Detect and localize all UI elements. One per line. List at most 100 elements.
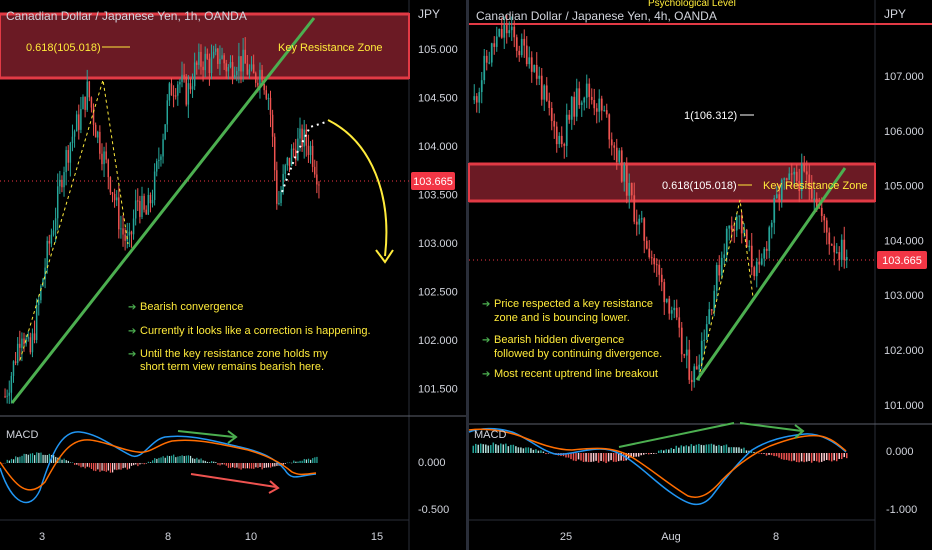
candle-body [158, 159, 160, 162]
candle-body [71, 136, 74, 144]
macd-histogram-bar [688, 446, 690, 453]
candle-body [286, 157, 289, 166]
candle-body [840, 239, 843, 260]
candle-body [88, 81, 91, 98]
candle-body [735, 216, 738, 231]
macd-histogram-bar [763, 453, 765, 454]
candle-body [708, 309, 711, 325]
candle-body [668, 298, 671, 314]
macd-histogram-bar [592, 453, 595, 462]
macd-histogram-bar [522, 448, 525, 453]
macd-histogram-bar [650, 453, 652, 455]
macd-histogram-bar [835, 453, 838, 462]
candle-body [475, 96, 478, 103]
macd-histogram-bar [293, 460, 295, 463]
price-tick-label: 101.500 [418, 384, 458, 396]
candle-body [61, 179, 63, 188]
candle-body [743, 229, 746, 234]
macd-histogram-bar [246, 463, 249, 469]
macd-histogram-bar [67, 460, 69, 463]
candle-body [618, 150, 621, 162]
macd-histogram-bar [780, 453, 783, 460]
candle-body [703, 339, 706, 341]
candle-body [560, 135, 563, 144]
right-uptrend-line[interactable] [695, 167, 847, 381]
macd-histogram-bar [59, 457, 61, 463]
macd-histogram-bar [175, 457, 177, 463]
macd-histogram-bar [46, 454, 48, 463]
candle-body [179, 81, 181, 85]
macd-histogram-bar [156, 458, 158, 463]
right-price-axis[interactable]: 107.000 106.000 105.000 104.000 103.000 102.0… [884, 71, 924, 412]
macd-histogram-bar [303, 458, 305, 463]
candle-body [715, 265, 718, 291]
macd-histogram-bar [663, 450, 665, 453]
macd-histogram-bar [269, 463, 272, 468]
right-macd-tick-1: -1.000 [886, 504, 917, 516]
right-candles [473, 14, 848, 391]
left-uptrend-line[interactable] [10, 17, 316, 404]
candle-body [648, 248, 651, 258]
candle-body [755, 261, 758, 277]
macd-histogram-bar [580, 453, 582, 461]
macd-histogram-bar [109, 463, 112, 473]
left-arrow-head-icon [375, 249, 394, 264]
candle-body [603, 110, 606, 112]
candle-body [276, 170, 278, 204]
macd-histogram-bar [213, 461, 215, 463]
macd-histogram-bar [635, 453, 637, 457]
candle-body [555, 126, 558, 145]
macd-histogram-bar [720, 445, 723, 453]
candle-body [760, 258, 763, 265]
candle-body [206, 53, 209, 59]
candle-body [305, 129, 308, 146]
right-price-badge [877, 251, 927, 269]
candle-body [229, 62, 232, 68]
left-price-axis[interactable]: 105.000 104.500 104.000 103.500 103.000 102.5… [418, 44, 458, 396]
macd-histogram-bar [788, 453, 790, 461]
macd-histogram-bar [565, 453, 567, 458]
right-panel-background [469, 0, 932, 550]
candle-body [265, 90, 268, 99]
candle-body [750, 245, 753, 268]
macd-histogram-bar [597, 453, 600, 463]
candle-body [543, 85, 546, 100]
right-macd-divergence-2 [739, 422, 803, 432]
macd-histogram-bar [124, 463, 126, 468]
candle-body [790, 173, 793, 175]
candle-body [608, 114, 611, 140]
macd-histogram-bar [149, 462, 152, 463]
candle-body [485, 55, 488, 63]
candle-body [44, 267, 46, 280]
candle-body [23, 338, 25, 345]
candle-body [730, 225, 733, 230]
macd-histogram-bar [838, 453, 840, 459]
macd-histogram-bar [773, 453, 775, 457]
candle-body [82, 96, 84, 110]
macd-histogram-bar [750, 450, 753, 453]
macd-histogram-bar [111, 463, 114, 473]
left-note-bullet-icon: ➔ [128, 302, 136, 313]
macd-histogram-bar [733, 447, 735, 453]
macd-histogram-bar [703, 445, 705, 453]
candle-body [219, 58, 221, 64]
candle-body [257, 82, 259, 86]
macd-histogram-bar [708, 444, 710, 453]
macd-histogram-bar [612, 453, 615, 462]
macd-histogram-bar [535, 449, 537, 453]
candle-body [538, 75, 541, 79]
macd-histogram-bar [297, 461, 299, 463]
macd-histogram-bar [675, 445, 678, 453]
macd-histogram-bar [828, 453, 830, 461]
macd-histogram-bar [770, 453, 773, 456]
macd-histogram-bar [90, 463, 93, 470]
candle-body [505, 25, 508, 34]
panel-divider[interactable] [466, 0, 469, 550]
candle-body [655, 264, 658, 266]
macd-histogram-bar [229, 463, 232, 468]
candle-body [303, 129, 305, 147]
macd-histogram-bar [93, 463, 95, 471]
macd-histogram-bar [497, 445, 500, 453]
macd-histogram-bar [223, 463, 225, 465]
